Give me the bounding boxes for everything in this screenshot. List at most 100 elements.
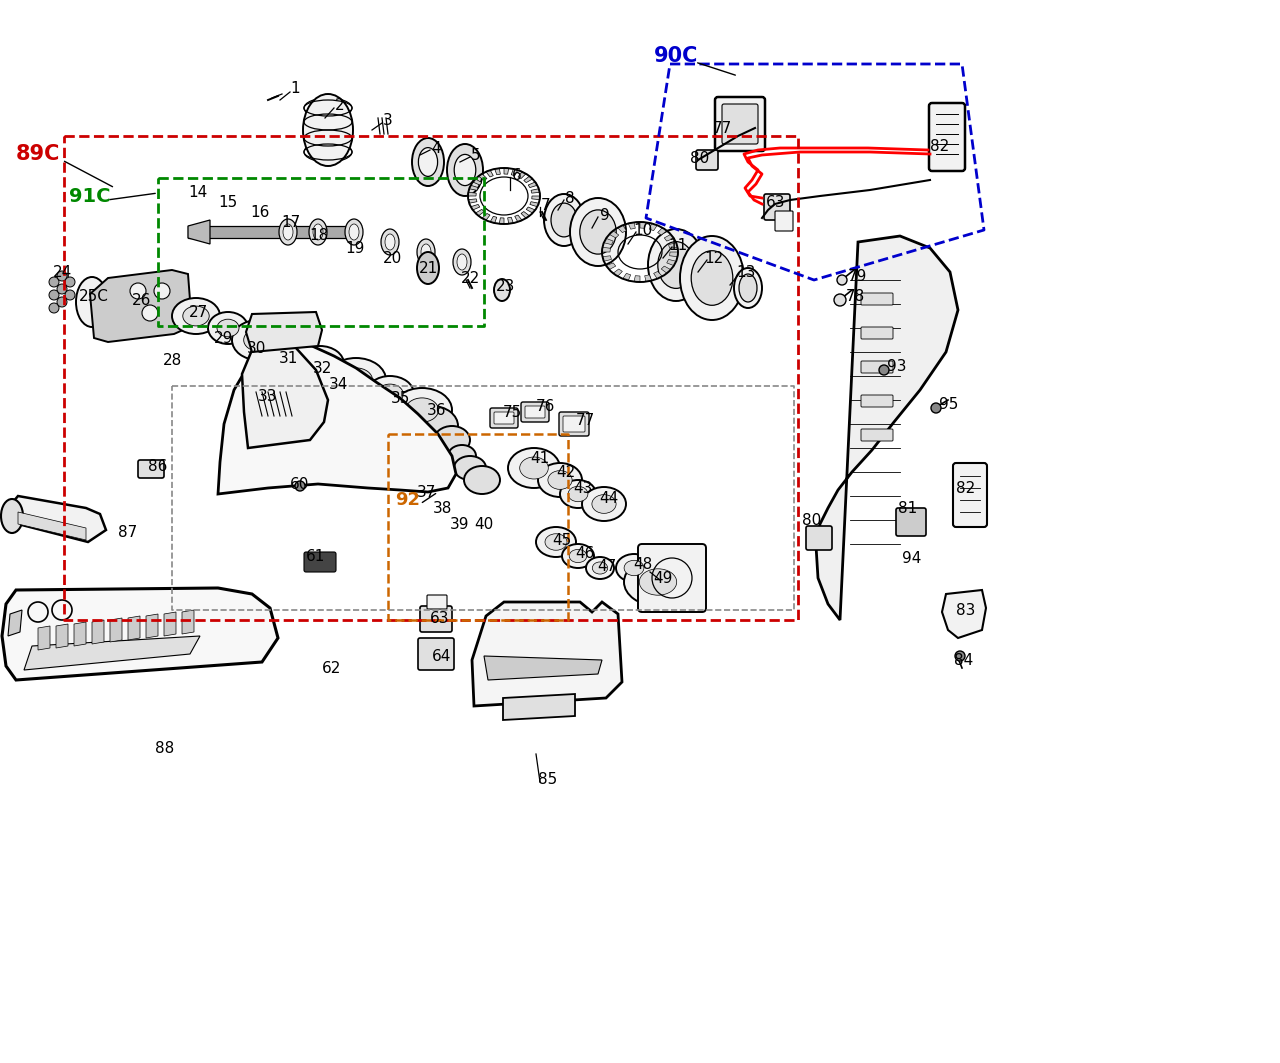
Text: 48: 48 <box>634 557 653 572</box>
Text: 63: 63 <box>430 610 449 625</box>
Text: 63: 63 <box>767 195 786 209</box>
Ellipse shape <box>346 219 364 244</box>
Polygon shape <box>530 202 539 206</box>
Polygon shape <box>817 236 957 620</box>
Text: 62: 62 <box>323 660 342 675</box>
Text: 87: 87 <box>118 524 138 540</box>
FancyBboxPatch shape <box>861 395 893 407</box>
Circle shape <box>49 290 59 300</box>
Text: 83: 83 <box>956 603 975 618</box>
Text: 32: 32 <box>312 360 332 375</box>
Polygon shape <box>494 168 500 174</box>
FancyBboxPatch shape <box>954 463 987 527</box>
Polygon shape <box>634 275 640 282</box>
Ellipse shape <box>421 244 431 260</box>
Polygon shape <box>470 185 479 190</box>
FancyBboxPatch shape <box>637 544 707 612</box>
Polygon shape <box>182 610 195 634</box>
Ellipse shape <box>680 236 744 320</box>
FancyBboxPatch shape <box>420 606 452 632</box>
Polygon shape <box>649 223 657 231</box>
Text: 14: 14 <box>188 185 207 200</box>
Polygon shape <box>603 256 612 261</box>
Ellipse shape <box>593 562 608 574</box>
Polygon shape <box>664 234 673 241</box>
Text: 38: 38 <box>434 501 453 516</box>
FancyBboxPatch shape <box>716 97 765 151</box>
Ellipse shape <box>307 354 333 374</box>
Ellipse shape <box>568 486 588 502</box>
Polygon shape <box>515 215 522 222</box>
Text: 61: 61 <box>306 549 325 563</box>
Text: 9: 9 <box>600 207 609 222</box>
Polygon shape <box>640 222 646 229</box>
Ellipse shape <box>454 154 476 186</box>
FancyBboxPatch shape <box>521 402 549 422</box>
Text: 15: 15 <box>219 195 238 209</box>
Polygon shape <box>658 227 667 235</box>
Circle shape <box>49 277 59 287</box>
FancyBboxPatch shape <box>525 406 545 418</box>
Polygon shape <box>490 217 497 223</box>
Polygon shape <box>479 173 486 181</box>
Polygon shape <box>8 610 22 636</box>
Polygon shape <box>128 615 140 640</box>
Polygon shape <box>92 620 104 644</box>
Polygon shape <box>486 170 493 176</box>
Ellipse shape <box>308 219 326 244</box>
Polygon shape <box>628 222 635 230</box>
Circle shape <box>49 303 59 313</box>
Polygon shape <box>218 344 456 494</box>
Text: 46: 46 <box>575 545 595 560</box>
Ellipse shape <box>447 144 483 196</box>
Text: 81: 81 <box>899 501 918 516</box>
Ellipse shape <box>520 457 548 479</box>
FancyBboxPatch shape <box>419 638 454 670</box>
Ellipse shape <box>453 249 471 275</box>
Text: 5: 5 <box>471 148 481 163</box>
FancyBboxPatch shape <box>722 104 758 144</box>
Polygon shape <box>468 192 476 196</box>
Polygon shape <box>662 266 671 273</box>
Text: 20: 20 <box>383 251 402 266</box>
Text: 80: 80 <box>803 512 822 527</box>
FancyBboxPatch shape <box>563 416 585 432</box>
Polygon shape <box>242 340 328 448</box>
Text: 2: 2 <box>335 98 344 113</box>
Polygon shape <box>503 694 575 720</box>
Circle shape <box>58 271 67 281</box>
FancyBboxPatch shape <box>861 327 893 339</box>
Polygon shape <box>604 238 613 244</box>
Polygon shape <box>56 624 68 648</box>
Text: 41: 41 <box>530 451 549 466</box>
Polygon shape <box>667 259 676 266</box>
Text: 64: 64 <box>433 648 452 663</box>
Text: 21: 21 <box>419 260 438 275</box>
Circle shape <box>837 275 847 285</box>
Text: 11: 11 <box>668 237 687 253</box>
Ellipse shape <box>376 384 403 404</box>
Text: 16: 16 <box>251 204 270 219</box>
Text: 85: 85 <box>539 773 558 788</box>
Polygon shape <box>618 225 626 233</box>
Text: 49: 49 <box>653 571 673 586</box>
Text: 37: 37 <box>417 485 436 500</box>
Text: 75: 75 <box>502 405 522 420</box>
Circle shape <box>879 365 890 375</box>
Ellipse shape <box>406 398 439 422</box>
Text: 23: 23 <box>497 279 516 293</box>
Ellipse shape <box>172 298 220 334</box>
Polygon shape <box>521 212 530 218</box>
Text: 60: 60 <box>291 476 310 491</box>
Circle shape <box>65 290 76 300</box>
Circle shape <box>58 284 67 294</box>
Ellipse shape <box>457 254 467 270</box>
Ellipse shape <box>625 560 644 576</box>
Text: 19: 19 <box>346 240 365 255</box>
Ellipse shape <box>570 198 626 266</box>
FancyBboxPatch shape <box>896 508 925 536</box>
Circle shape <box>58 297 67 307</box>
FancyBboxPatch shape <box>806 526 832 550</box>
Text: 84: 84 <box>955 653 974 668</box>
Circle shape <box>955 651 965 661</box>
